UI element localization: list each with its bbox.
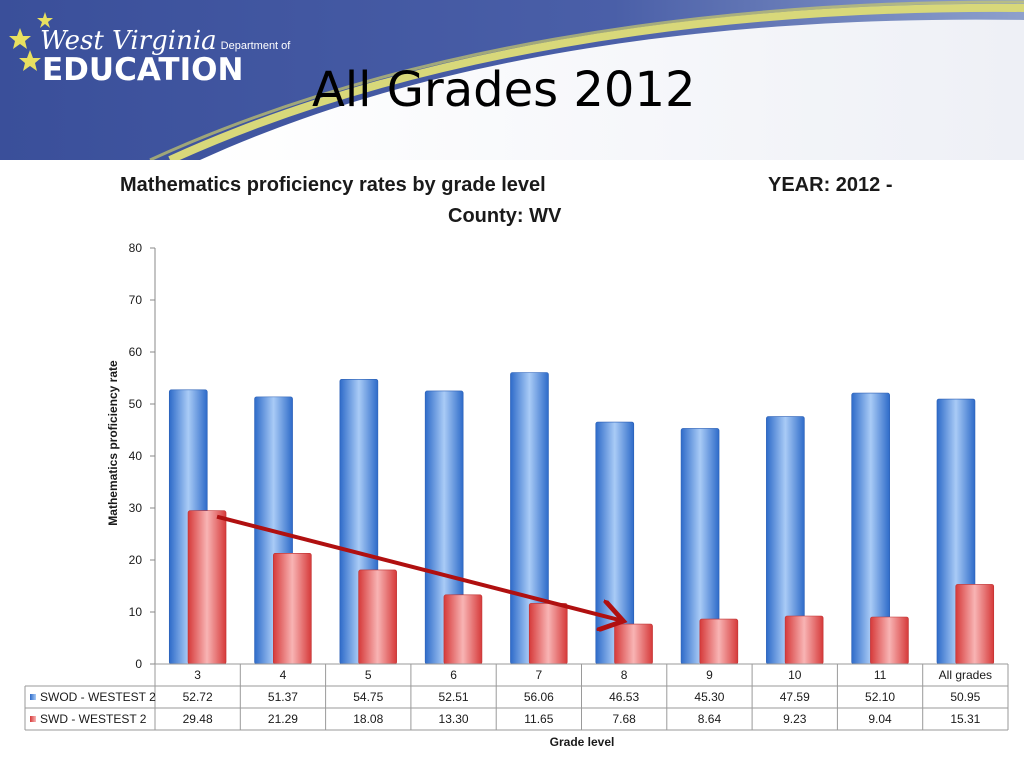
y-tick-label: 60 (129, 345, 143, 359)
bar-swd (870, 616, 909, 665)
data-label: 56.06 (524, 690, 554, 704)
data-label: 47.59 (780, 690, 810, 704)
data-label: 11.65 (524, 712, 553, 726)
data-label: 54.75 (353, 690, 383, 704)
bar-swd (443, 594, 483, 665)
chart-title: Mathematics proficiency rates by grade l… (120, 174, 546, 196)
data-label: 52.72 (183, 690, 213, 704)
data-label: 52.51 (439, 690, 469, 704)
category-label: 11 (874, 668, 887, 682)
category-label: All grades (939, 668, 992, 682)
data-label: 18.08 (353, 712, 383, 726)
x-axis-label: Grade level (550, 735, 615, 749)
logo-text-education: EDUCATION (42, 52, 244, 88)
category-label: 5 (365, 668, 372, 682)
data-label: 45.30 (694, 690, 724, 704)
data-label: 7.68 (612, 712, 636, 726)
data-label: 9.04 (868, 712, 892, 726)
star-icon (9, 12, 53, 71)
bar-swd (955, 584, 995, 665)
bar-swd (699, 618, 739, 665)
category-label: 10 (788, 668, 802, 682)
y-tick-label: 50 (129, 397, 143, 411)
legend-key (30, 716, 36, 722)
category-label: 8 (621, 668, 628, 682)
bar-swd (187, 510, 227, 665)
category-label: 6 (450, 668, 457, 682)
data-label: 50.95 (950, 690, 980, 704)
bar-swd (784, 615, 824, 665)
data-label: 8.64 (698, 712, 722, 726)
bar-swd (273, 552, 312, 665)
y-tick-label: 30 (129, 501, 143, 515)
y-tick-label: 20 (129, 553, 143, 567)
y-axis-label: Mathematics proficiency rate (106, 360, 120, 526)
y-tick-label: 70 (129, 293, 143, 307)
data-label: 51.37 (268, 690, 298, 704)
logo-text-west-virginia: West Virginia Department of (40, 26, 291, 56)
category-label: 7 (536, 668, 543, 682)
bar-swd (358, 569, 397, 665)
y-tick-label: 0 (135, 657, 142, 671)
page-title: All Grades 2012 (312, 62, 696, 118)
bar-swd (614, 623, 653, 665)
legend-label: SWOD - WESTEST 2 (40, 690, 156, 704)
data-label: 46.53 (609, 690, 639, 704)
legend-label: SWD - WESTEST 2 (40, 712, 147, 726)
logo-text-department: Department of (220, 40, 291, 52)
y-tick-label: 10 (129, 605, 143, 619)
bar-swd (528, 603, 568, 665)
data-label: 29.48 (183, 712, 213, 726)
chart-subtitle: County: WV (448, 205, 562, 227)
data-label: 9.23 (783, 712, 807, 726)
data-label: 52.10 (865, 690, 895, 704)
category-label: 9 (706, 668, 713, 682)
category-label: 4 (280, 668, 287, 682)
category-label: 3 (194, 668, 201, 682)
trend-arrow (216, 514, 620, 620)
legend-key (30, 694, 36, 700)
data-label: 15.31 (950, 712, 980, 726)
chart-year-label: YEAR: 2012 - (768, 174, 893, 196)
header-banner (0, 0, 1024, 160)
data-label: 21.29 (268, 712, 298, 726)
data-label: 13.30 (439, 712, 469, 726)
y-tick-label: 40 (129, 449, 143, 463)
y-tick-label: 80 (129, 241, 143, 255)
